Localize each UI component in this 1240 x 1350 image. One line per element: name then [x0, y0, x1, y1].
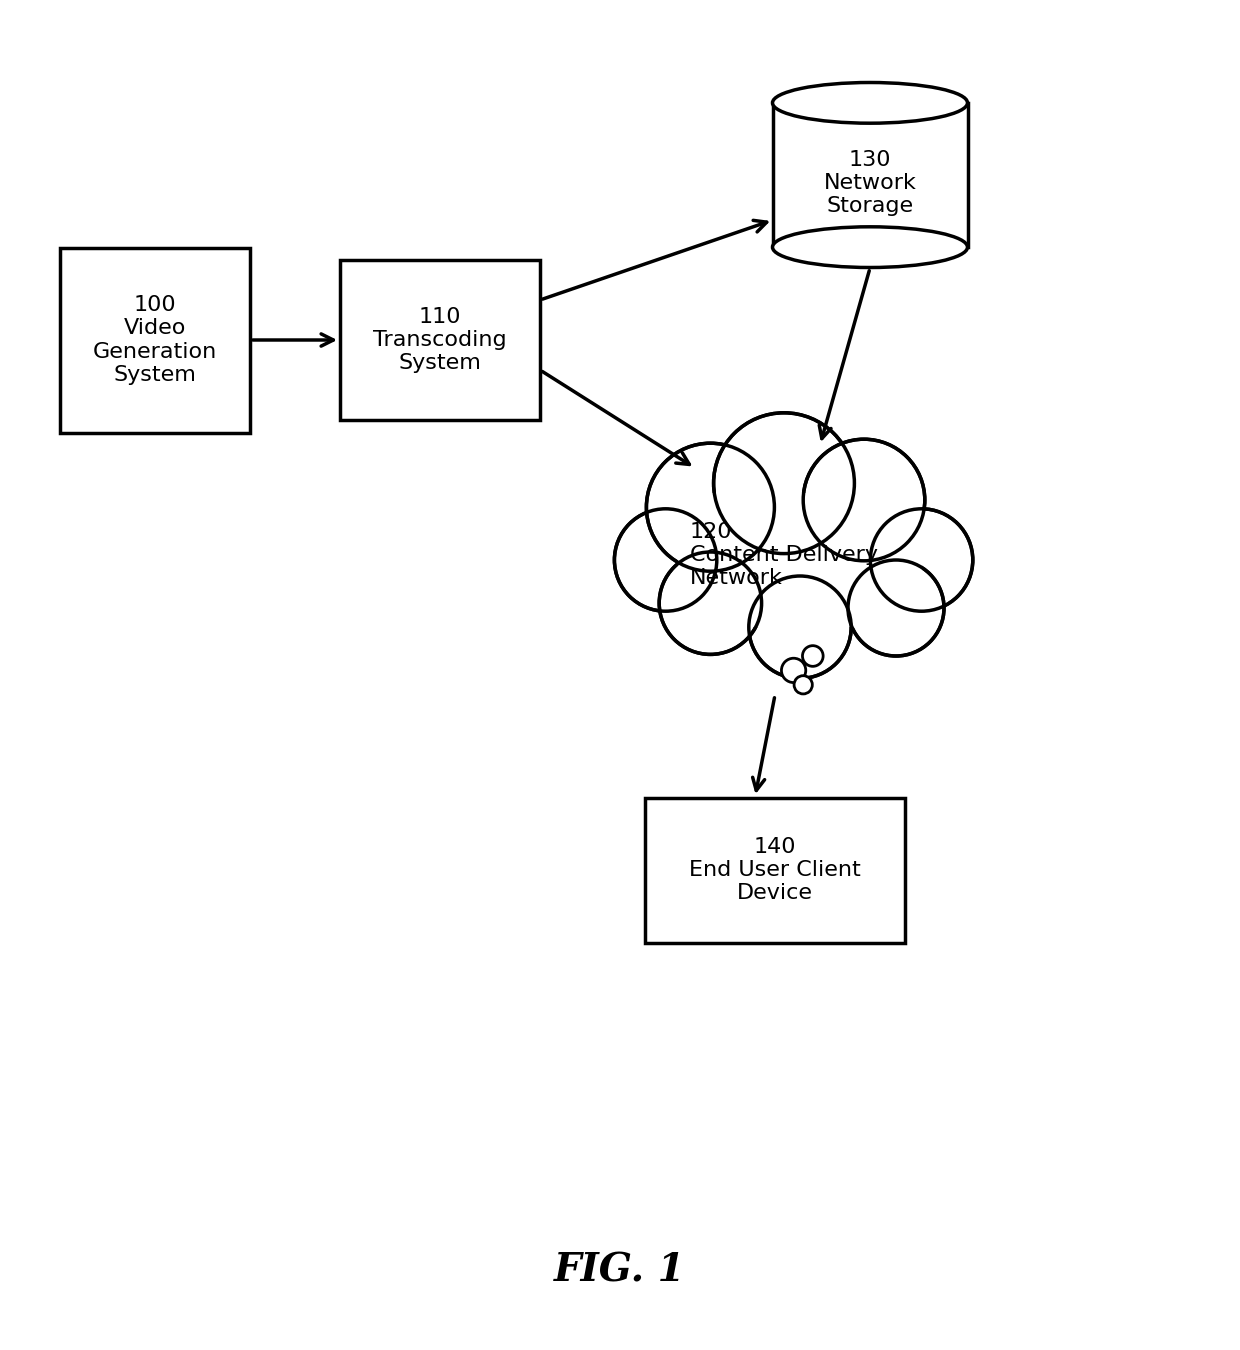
- Bar: [645, 798, 905, 942]
- Circle shape: [848, 560, 944, 656]
- Text: 140
End User Client
Device: 140 End User Client Device: [689, 837, 861, 903]
- Ellipse shape: [773, 227, 967, 267]
- Bar: [340, 261, 539, 420]
- Circle shape: [646, 443, 775, 571]
- Bar: [773, 103, 967, 247]
- Circle shape: [781, 659, 806, 683]
- Text: 120
Content Delivery
Network: 120 Content Delivery Network: [689, 522, 878, 589]
- Text: 130
Network
Storage: 130 Network Storage: [823, 150, 916, 216]
- Circle shape: [660, 552, 761, 655]
- Text: 110
Transcoding
System: 110 Transcoding System: [373, 306, 507, 373]
- Circle shape: [749, 576, 851, 679]
- Circle shape: [804, 439, 925, 560]
- Circle shape: [614, 509, 717, 612]
- Text: FIG. 1: FIG. 1: [554, 1251, 686, 1289]
- Circle shape: [713, 413, 854, 554]
- Bar: [60, 247, 250, 432]
- Circle shape: [794, 676, 812, 694]
- Bar: [678, 493, 921, 628]
- Circle shape: [802, 645, 823, 667]
- Text: 100
Video
Generation
System: 100 Video Generation System: [93, 296, 217, 385]
- Circle shape: [870, 509, 973, 612]
- Ellipse shape: [773, 82, 967, 123]
